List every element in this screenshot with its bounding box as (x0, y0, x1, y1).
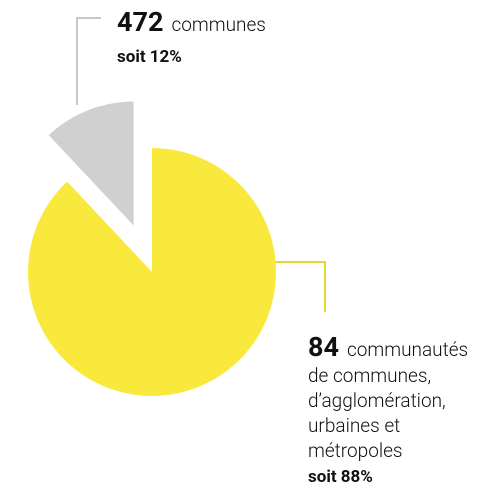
label-0: 472 communes (117, 6, 266, 38)
label-text: urbaines et (308, 414, 400, 437)
label-text: d’agglomération, (308, 389, 446, 412)
value-label: soit 88% (308, 467, 373, 487)
pie-slice (48, 101, 134, 226)
label-text: métropoles (308, 439, 403, 462)
count: 472 (117, 6, 163, 38)
count: 84 (308, 331, 339, 363)
leader-line (76, 17, 101, 105)
label-text: communautés (347, 338, 468, 361)
leader-line (272, 261, 326, 312)
label-text: communes (171, 13, 265, 36)
label-text: de communes, (308, 364, 431, 387)
value-label: soit 12% (117, 47, 182, 67)
pie-slice (27, 148, 277, 396)
label-1: 84 communautés (308, 331, 468, 363)
pie (27, 101, 277, 396)
